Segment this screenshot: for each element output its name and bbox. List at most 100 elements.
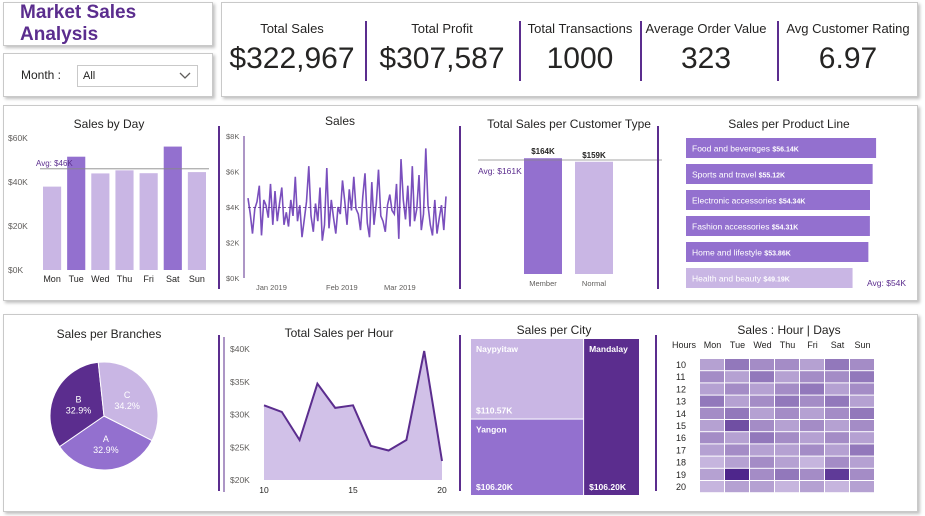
data-label: $54.34K — [779, 199, 805, 206]
month-dropdown-value: All — [83, 70, 96, 82]
y-tick-label: $2K — [226, 239, 239, 248]
heatmap-cell — [750, 481, 774, 493]
heatmap-cell — [725, 456, 749, 468]
heatmap-cell — [725, 432, 749, 444]
kpi-label: Total Sales — [260, 21, 324, 36]
heatmap-cell — [825, 444, 849, 456]
data-label: $164K — [531, 147, 555, 156]
tile-value: $110.57K — [476, 406, 513, 416]
kpi-card: Total Sales $322,967 Total Profit $307,5… — [221, 2, 918, 97]
area-fill — [264, 351, 442, 480]
heatmap-cell — [700, 359, 724, 371]
heatmap-cell — [825, 420, 849, 432]
bar-label: Sports and travel $55.12K — [692, 170, 785, 180]
x-tick-label: Fri — [143, 274, 154, 284]
corner-label: Hours — [672, 340, 697, 350]
bar-fashion-accessories — [686, 216, 870, 236]
heatmap-cell — [700, 468, 724, 480]
heatmap-cell — [800, 407, 824, 419]
kpi-value: 323 — [680, 42, 732, 75]
heatmap-cell — [725, 420, 749, 432]
heatmap-cell — [700, 456, 724, 468]
y-tick-label: $30K — [230, 410, 250, 420]
chart-divider — [459, 335, 461, 491]
sales-line-chart: $0K $2K $4K $6K $8K Jan 2019 Feb 2019 Mar 2019 — [226, 132, 447, 292]
y-tick-label: $20K — [8, 221, 28, 231]
average-label: Avg: $54K — [867, 278, 906, 288]
slice-label: C — [124, 390, 131, 400]
heatmap-cell — [750, 420, 774, 432]
slice-label: A — [103, 434, 109, 444]
row-label: 10 — [676, 360, 686, 370]
heatmap-cell — [725, 371, 749, 383]
x-tick-label: Sun — [189, 274, 205, 284]
bar-electronic-accessories — [686, 190, 870, 210]
y-tick-label: $0K — [226, 274, 239, 283]
heatmap-cell — [750, 432, 774, 444]
column-label: Sun — [854, 340, 870, 350]
row-label: 14 — [676, 409, 686, 419]
heatmap-cell — [750, 456, 774, 468]
bar-fri — [139, 173, 158, 270]
hour-day-heatmap: Hours Mon Tue Wed Thu Fri Sat Sun 10 11 12 13 14 15 16… — [672, 340, 874, 493]
heatmap-cell — [775, 432, 799, 444]
heatmap-cell — [725, 468, 749, 480]
month-dropdown[interactable]: All — [77, 65, 198, 87]
heatmap-cell — [850, 456, 874, 468]
heatmap-cell — [825, 407, 849, 419]
column-label: Mon — [704, 340, 722, 350]
sales-per-city-treemap: Naypyitaw $110.57K Yangon $106.20K Mandalay $… — [471, 339, 639, 495]
chart-title: Total Sales per Customer Type — [487, 117, 651, 131]
kpi-value: $307,587 — [379, 42, 505, 75]
bar-normal — [575, 161, 613, 274]
heatmap-cell — [775, 407, 799, 419]
kpi-avg-customer-rating: Avg Customer Rating 6.97 — [780, 3, 916, 98]
x-tick-label: 10 — [259, 485, 269, 495]
row-label: 20 — [676, 482, 686, 492]
heatmap-cell — [700, 420, 724, 432]
sales-per-hour-chart: $20K $25K $30K $35K $40K 10 15 20 — [223, 337, 447, 495]
month-filter-card: Month : All — [3, 53, 213, 97]
chart-title: Total Sales per Hour — [284, 326, 394, 340]
heatmap-cell — [800, 371, 824, 383]
chart-title: Sales by Day — [73, 117, 145, 131]
x-tick-label: Mon — [43, 274, 61, 284]
slice-label: B — [75, 394, 81, 404]
data-label: $55.12K — [759, 173, 785, 180]
row-label: 19 — [676, 470, 686, 480]
heatmap-cell — [750, 468, 774, 480]
bar-label: Fashion accessories $54.31K — [692, 222, 798, 232]
heatmap-cell — [750, 383, 774, 395]
bar-food-and-beverages — [686, 138, 877, 158]
heatmap-cell — [700, 407, 724, 419]
x-tick-label: Feb 2019 — [326, 283, 358, 292]
row-label: 12 — [676, 384, 686, 394]
sales-series-line — [247, 148, 447, 241]
branches-pie-chart: A32.9%B32.9%C34.2% — [49, 361, 159, 471]
area-line — [263, 350, 443, 462]
heatmap-cell — [825, 395, 849, 407]
heatmap-cell — [800, 432, 824, 444]
tile-label: Yangon — [476, 425, 507, 435]
row-label: 15 — [676, 421, 686, 431]
y-tick-label: $40K — [8, 177, 28, 187]
heatmap-cell — [750, 359, 774, 371]
chart-divider — [218, 126, 220, 289]
x-tick-label: Sat — [166, 274, 180, 284]
kpi-divider — [640, 21, 642, 81]
column-label: Thu — [780, 340, 796, 350]
heatmap-cell — [825, 359, 849, 371]
heatmap-cell — [700, 383, 724, 395]
x-tick-label: Thu — [117, 274, 133, 284]
heatmap-cell — [800, 420, 824, 432]
kpi-value: 1000 — [546, 42, 614, 75]
data-label: $54.31K — [772, 225, 798, 232]
tile-value: $106.20K — [589, 482, 627, 492]
row-two-panel: Sales by Day $0K $20K $40K $60K Mon Tue Wed Thu… — [3, 105, 918, 301]
kpi-divider — [519, 21, 521, 81]
title-card: Market Sales Analysis — [3, 2, 213, 46]
heatmap-cell — [775, 468, 799, 480]
kpi-divider — [777, 21, 779, 81]
sales-by-day-chart: $0K $20K $40K $60K Mon Tue Wed Thu Fri Sat Sun Avg:… — [8, 133, 209, 284]
column-label: Fri — [807, 340, 818, 350]
